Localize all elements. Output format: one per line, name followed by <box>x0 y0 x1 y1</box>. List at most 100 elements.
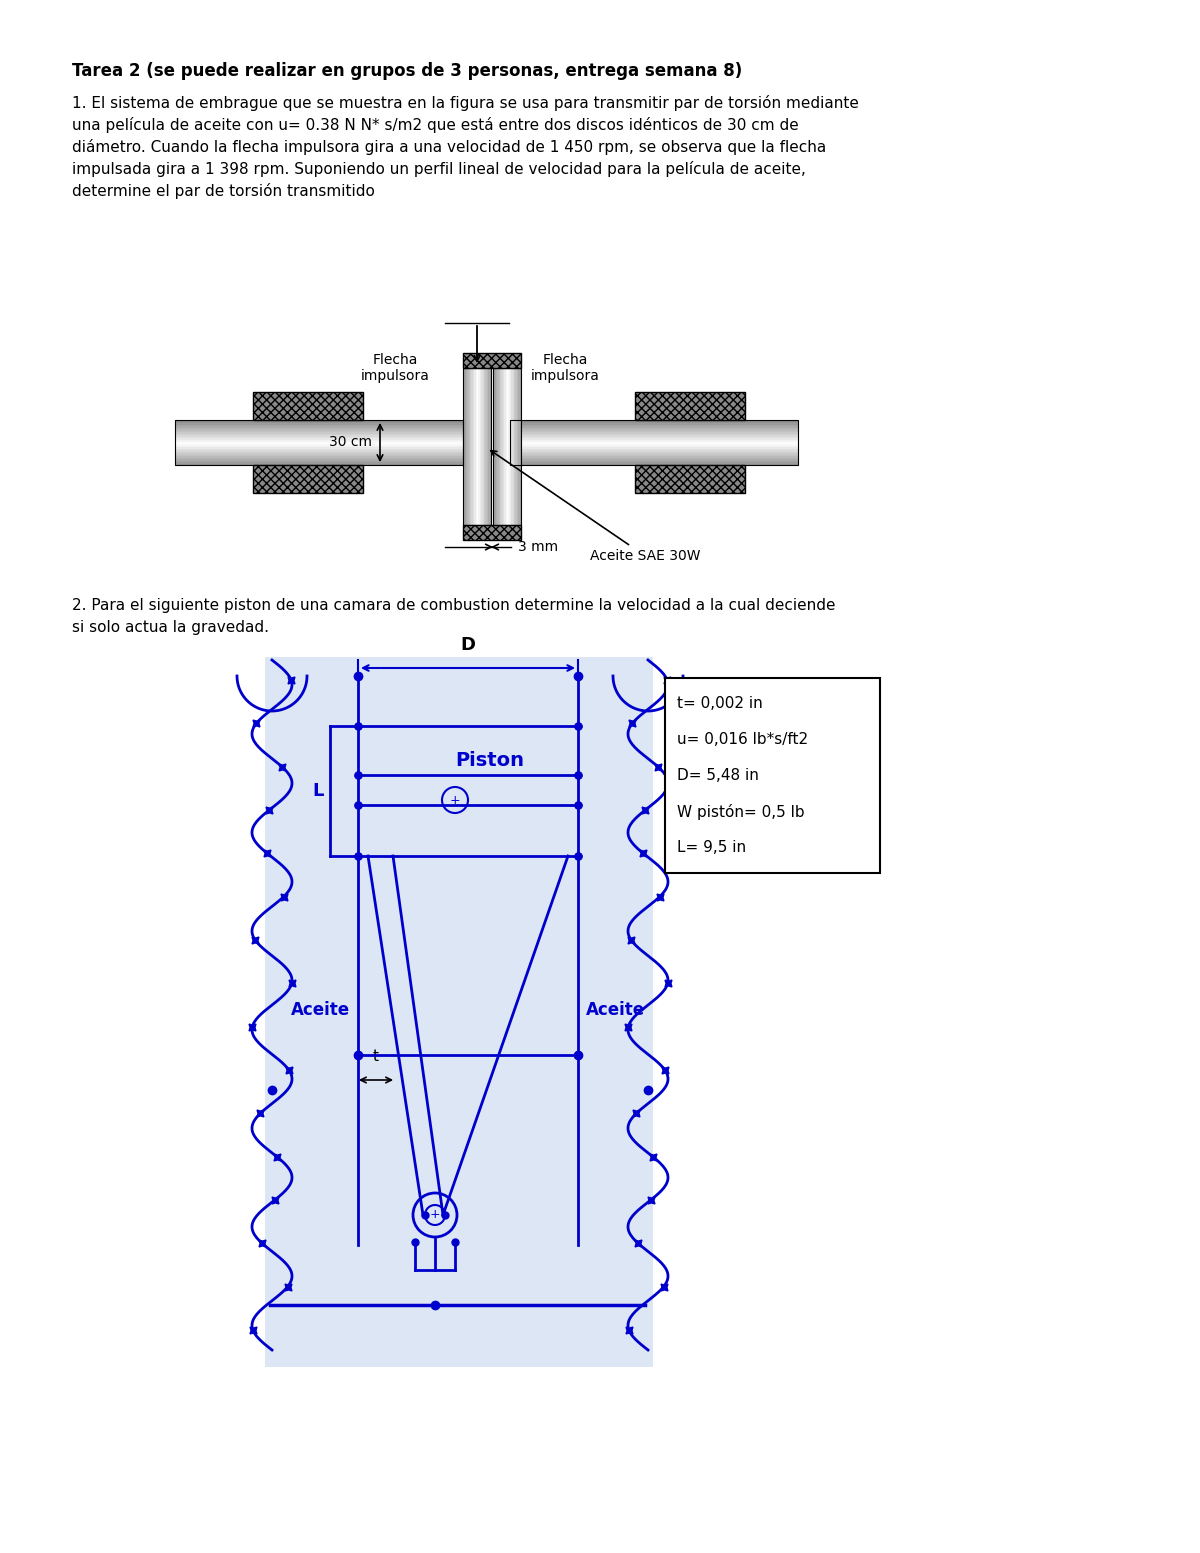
Bar <box>510 447 798 449</box>
Bar <box>474 368 476 525</box>
Bar <box>499 368 500 525</box>
Text: 1. El sistema de embrague que se muestra en la figura se usa para transmitir par: 1. El sistema de embrague que se muestra… <box>72 95 859 110</box>
Bar <box>510 461 798 464</box>
Text: Aceite: Aceite <box>586 1002 644 1019</box>
Bar <box>175 422 463 426</box>
Bar <box>175 432 463 433</box>
Bar <box>496 368 498 525</box>
Bar <box>472 368 473 525</box>
Text: Aceite SAE 30W: Aceite SAE 30W <box>491 450 701 564</box>
Bar <box>175 441 463 443</box>
Bar <box>510 436 798 438</box>
Text: diámetro. Cuando la flecha impulsora gira a una velocidad de 1 450 rpm, se obser: diámetro. Cuando la flecha impulsora gir… <box>72 140 827 155</box>
Text: Aceite: Aceite <box>290 1002 349 1019</box>
Bar <box>480 368 481 525</box>
Bar <box>463 353 521 368</box>
Bar <box>510 450 798 452</box>
Bar <box>469 368 470 525</box>
Text: Flecha
impulsora: Flecha impulsora <box>360 353 430 384</box>
Bar <box>510 461 798 463</box>
Bar <box>175 444 463 446</box>
Text: D: D <box>461 637 475 654</box>
Bar <box>467 368 469 525</box>
Bar <box>175 419 463 464</box>
Bar <box>265 657 653 1367</box>
Bar <box>463 368 464 525</box>
Bar <box>175 424 463 427</box>
Bar <box>510 458 798 460</box>
Bar <box>175 453 463 455</box>
Bar <box>466 368 468 525</box>
Bar <box>510 453 798 455</box>
Bar <box>484 368 486 525</box>
Text: Flecha
impulsora: Flecha impulsora <box>530 353 600 384</box>
Bar <box>510 457 798 458</box>
Text: Piston: Piston <box>456 750 524 769</box>
Bar <box>175 461 463 463</box>
Bar <box>510 419 798 422</box>
Bar <box>175 427 463 430</box>
Bar <box>175 429 463 432</box>
Bar <box>175 460 463 461</box>
Bar <box>175 436 463 438</box>
Text: +: + <box>450 794 461 806</box>
Text: u= 0,016 lb*s/ft2: u= 0,016 lb*s/ft2 <box>677 731 808 747</box>
Bar <box>175 443 463 444</box>
Text: si solo actua la gravedad.: si solo actua la gravedad. <box>72 620 269 635</box>
Text: L: L <box>312 783 324 800</box>
Bar <box>510 444 798 446</box>
Bar <box>510 426 798 429</box>
Bar <box>175 439 463 441</box>
Bar <box>510 427 798 430</box>
Text: L= 9,5 in: L= 9,5 in <box>677 840 746 856</box>
Bar <box>508 368 509 525</box>
Text: t: t <box>373 1048 379 1064</box>
Bar <box>497 368 499 525</box>
Bar <box>502 368 503 525</box>
Bar <box>175 450 463 452</box>
Bar <box>493 368 521 525</box>
Bar <box>478 368 479 525</box>
Bar <box>175 446 463 447</box>
Text: 30 cm: 30 cm <box>329 435 372 449</box>
Text: impulsada gira a 1 398 rpm. Suponiendo un perfil lineal de velocidad para la pel: impulsada gira a 1 398 rpm. Suponiendo u… <box>72 162 806 177</box>
Bar <box>510 455 798 457</box>
Bar <box>510 433 798 435</box>
Bar <box>175 435 463 436</box>
Bar <box>665 679 880 873</box>
Bar <box>503 368 504 525</box>
Bar <box>493 368 494 525</box>
Bar <box>510 439 798 441</box>
Bar <box>510 429 798 432</box>
Bar <box>517 368 518 525</box>
Bar <box>463 525 521 540</box>
Bar <box>514 368 516 525</box>
Bar <box>175 433 463 435</box>
Bar <box>518 368 520 525</box>
Bar <box>488 368 490 525</box>
Bar <box>505 368 508 525</box>
Bar <box>510 368 511 525</box>
Bar <box>175 447 463 449</box>
Bar <box>175 463 463 466</box>
Bar <box>175 461 463 464</box>
Bar <box>482 368 485 525</box>
Bar <box>253 391 364 419</box>
Bar <box>510 443 798 444</box>
Bar <box>509 368 510 525</box>
Text: 2. Para el siguiente piston de una camara de combustion determine la velocidad a: 2. Para el siguiente piston de una camar… <box>72 598 835 613</box>
Bar <box>510 419 798 464</box>
Bar <box>175 455 463 457</box>
Bar <box>510 441 798 443</box>
Text: +: + <box>430 1208 440 1222</box>
Text: t= 0,002 in: t= 0,002 in <box>677 696 763 711</box>
Bar <box>175 457 463 458</box>
Bar <box>510 430 798 432</box>
Text: D= 5,48 in: D= 5,48 in <box>677 769 758 783</box>
Bar <box>481 368 482 525</box>
Bar <box>520 368 521 525</box>
Text: 3 mm: 3 mm <box>518 540 558 554</box>
Bar <box>175 430 463 432</box>
Bar <box>475 368 478 525</box>
Bar <box>175 419 463 422</box>
